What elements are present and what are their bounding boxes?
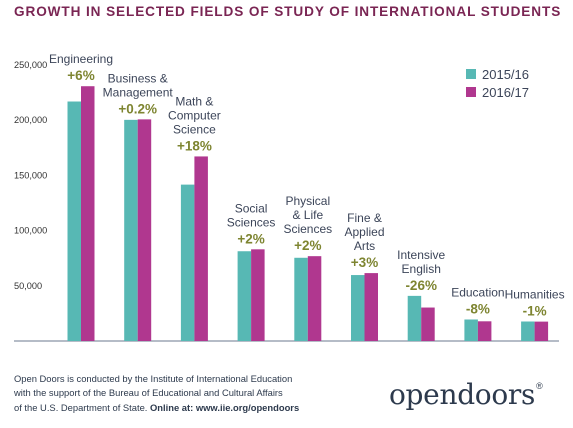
bar-2016-17	[137, 119, 152, 341]
opendoors-logo: opendoors®	[389, 378, 543, 411]
bar-2016-17	[364, 273, 378, 341]
change-percent-label: +6%	[67, 68, 94, 83]
logo-text-open: open	[389, 378, 458, 411]
footer-line-3: of the U.S. Department of State. Online …	[14, 401, 299, 415]
category-label: Engineering	[49, 52, 113, 66]
category-label: Education	[451, 285, 504, 299]
y-tick-label: 150,000	[14, 170, 47, 180]
bar-2015-16	[237, 251, 252, 341]
category-label: Physical	[285, 194, 330, 208]
legend-swatch-2015-16	[466, 69, 476, 79]
change-percent-label: +18%	[177, 138, 212, 153]
bar-2015-16	[124, 119, 138, 341]
category-label: English	[402, 262, 441, 276]
category-label: Intensive	[397, 248, 445, 262]
logo-text-doors: doors	[457, 378, 536, 411]
category-label: Management	[103, 85, 174, 99]
legend-label-2015-16: 2015/16	[482, 67, 529, 82]
bar-2016-17	[81, 86, 95, 342]
bar-2015-16	[67, 101, 81, 341]
bar-2016-17	[421, 307, 435, 341]
category-label: Sciences	[283, 222, 332, 236]
y-tick-label: 200,000	[14, 115, 47, 125]
bar-2015-16	[464, 319, 478, 341]
change-percent-label: -26%	[405, 278, 437, 293]
bar-2016-17	[307, 256, 322, 341]
change-percent-label: +2%	[294, 238, 321, 253]
category-label: Sciences	[227, 215, 276, 229]
bar-2016-17	[251, 249, 265, 341]
category-label: Fine &	[347, 211, 382, 225]
footer-note: Open Doors is conducted by the Institute…	[14, 372, 299, 415]
legend-swatch-2016-17	[466, 87, 476, 97]
y-tick-label: 50,000	[14, 281, 42, 291]
legend-label-2016-17: 2016/17	[482, 85, 529, 100]
category-label: Arts	[354, 239, 375, 253]
y-tick-label: 250,000	[14, 60, 47, 70]
category-label: & Life	[292, 208, 323, 222]
registered-mark: ®	[536, 381, 543, 391]
bar-2016-17	[534, 321, 549, 341]
footer-line-3-text: of the U.S. Department of State.	[14, 401, 151, 413]
bar-2016-17	[477, 321, 492, 341]
change-percent-label: -8%	[466, 301, 490, 316]
category-label: Business &	[108, 71, 168, 85]
bar-2015-16	[521, 321, 535, 341]
change-percent-label: +2%	[237, 231, 264, 246]
bar-2015-16	[180, 184, 195, 341]
change-percent-label: +0.2%	[118, 101, 157, 116]
change-percent-label: -1%	[523, 303, 547, 318]
category-label: Social	[235, 201, 268, 215]
bar-2015-16	[294, 257, 308, 341]
category-label: Computer	[168, 108, 221, 122]
change-percent-label: +3%	[351, 255, 378, 270]
y-tick-label: 100,000	[14, 226, 47, 236]
category-label: Humanities	[505, 287, 565, 301]
category-label: Science	[173, 122, 216, 136]
chart-title: GROWTH IN SELECTED FIELDS OF STUDY OF IN…	[14, 4, 562, 19]
bar-2015-16	[407, 295, 422, 341]
category-label: Applied	[344, 225, 384, 239]
footer-line-2: with the support of the Bureau of Educat…	[14, 387, 283, 399]
bar-chart: 50,000 100,000 150,000 200,000 250,000 +6% En…	[14, 52, 565, 342]
category-label: Math &	[175, 94, 213, 108]
bar-2015-16	[351, 275, 365, 341]
bar-2016-17	[194, 156, 208, 341]
footer-url: Online at: www.iie.org/opendoors	[150, 401, 300, 413]
footer-line-1: Open Doors is conducted by the Institute…	[14, 373, 293, 384]
